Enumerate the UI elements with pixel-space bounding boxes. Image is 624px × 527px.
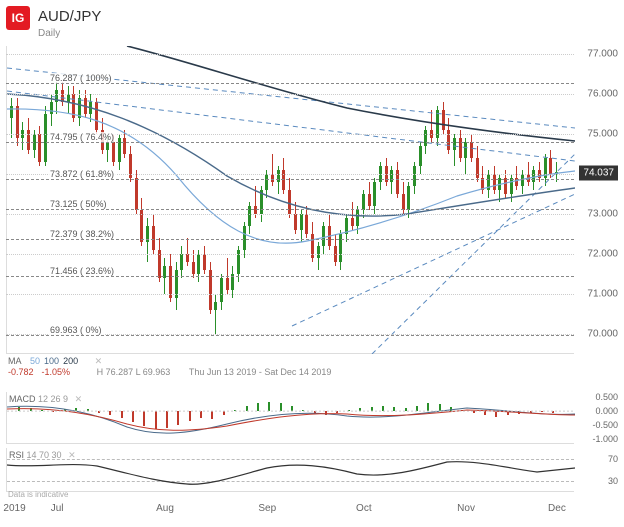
fib-label: 71.456 ( 23.6%) — [48, 266, 116, 276]
macd-y-tick: -0.500 — [592, 420, 618, 430]
macd-hist-bar — [52, 411, 54, 412]
macd-hist-bar — [18, 407, 20, 411]
fib-label: 73.125 ( 50%) — [48, 199, 109, 209]
disclaimer-text: Data is indicative — [8, 490, 68, 499]
macd-hist-bar — [507, 411, 509, 415]
x-tick-label: Nov — [457, 503, 475, 514]
macd-hist-bar — [280, 403, 282, 411]
ma-stat: -0.782 — [8, 367, 34, 377]
rsi-y-tick: 30 — [608, 476, 618, 486]
date-range: Thu Jun 13 2019 - Sat Dec 14 2019 — [189, 367, 332, 377]
macd-hist-bar — [314, 411, 316, 414]
macd-label: MACD 12 26 9 ✕ — [9, 394, 82, 405]
macd-hist-bar — [246, 406, 248, 411]
macd-hist-bar — [143, 411, 145, 426]
y-tick-label: 76.000 — [587, 89, 618, 100]
macd-y-tick: -1.000 — [592, 434, 618, 444]
macd-hist-bar — [109, 411, 111, 415]
macd-hist-bar — [325, 411, 327, 415]
close-icon[interactable]: ✕ — [75, 394, 83, 404]
macd-hist-bar — [30, 408, 32, 411]
macd-hist-bar — [371, 407, 373, 411]
fib-label: 72.379 ( 38.2%) — [48, 229, 116, 239]
ig-logo: IG — [6, 6, 30, 30]
close-icon[interactable]: ✕ — [95, 356, 103, 366]
macd-hist-bar — [166, 411, 168, 427]
time-x-axis: 2019 Jul Aug Sep Oct Nov Dec — [6, 503, 574, 517]
ma-label: MA — [8, 356, 22, 366]
macd-hist-bar — [461, 410, 463, 411]
fib-label: 69.963 ( 0%) — [48, 325, 104, 335]
macd-hist-bar — [439, 404, 441, 411]
x-tick-label: 2019 — [3, 503, 25, 514]
macd-hist-bar — [257, 403, 259, 411]
rsi-panel[interactable]: RSI 14 70 30 ✕ 7030 — [6, 448, 574, 492]
y-tick-label: 70.000 — [587, 329, 618, 340]
y-tick-label: 77.000 — [587, 49, 618, 60]
macd-hist-bar — [121, 411, 123, 418]
macd-hist-bar — [75, 408, 77, 411]
macd-hist-bar — [416, 406, 418, 411]
ma-period: 100 — [44, 356, 59, 366]
fib-label: 76.287 ( 100%) — [48, 73, 114, 83]
x-tick-label: Sep — [258, 503, 276, 514]
macd-hist-bar — [359, 408, 361, 411]
macd-hist-bar — [223, 411, 225, 415]
macd-hist-bar — [64, 409, 66, 411]
macd-y-tick: 0.000 — [595, 406, 618, 416]
macd-hist-bar — [495, 411, 497, 416]
macd-hist-bar — [484, 411, 486, 415]
macd-hist-bar — [450, 407, 452, 411]
macd-hist-bar — [155, 411, 157, 429]
macd-y-tick: 0.500 — [595, 392, 618, 402]
y-tick-label: 72.000 — [587, 249, 618, 260]
y-tick-label: 75.000 — [587, 129, 618, 140]
macd-hist-bar — [98, 411, 100, 412]
y-tick-label: 71.000 — [587, 289, 618, 300]
x-tick-label: Oct — [356, 503, 372, 514]
rsi-y-tick: 70 — [608, 454, 618, 464]
macd-hist-bar — [132, 411, 134, 422]
ma-period: 50 — [30, 356, 40, 366]
y-tick-label: 73.000 — [587, 209, 618, 220]
ma-stat: -1.05% — [42, 367, 71, 377]
macd-hist-bar — [393, 407, 395, 411]
ma-period: 200 — [63, 356, 78, 366]
macd-hist-bar — [427, 403, 429, 411]
hl-text: H 76.287 L 69.963 — [97, 367, 171, 377]
last-price-tag: 74.037 — [579, 165, 618, 180]
macd-hist-bar — [336, 411, 338, 412]
fib-label: 73.872 ( 61.8%) — [48, 169, 116, 179]
macd-hist-bar — [177, 411, 179, 425]
macd-hist-bar — [211, 411, 213, 419]
macd-hist-bar — [41, 410, 43, 411]
macd-hist-bar — [268, 402, 270, 412]
macd-hist-bar — [87, 409, 89, 411]
fib-label: 74.795 ( 76.4%) — [48, 132, 116, 142]
macd-hist-bar — [302, 410, 304, 411]
x-tick-label: Dec — [548, 503, 566, 514]
macd-hist-bar — [473, 411, 475, 412]
macd-hist-bar — [518, 411, 520, 414]
macd-hist-bar — [291, 406, 293, 411]
macd-hist-bar — [405, 408, 407, 411]
x-tick-label: Jul — [51, 503, 64, 514]
macd-hist-bar — [348, 410, 350, 411]
macd-hist-bar — [189, 411, 191, 421]
symbol-title: AUD/JPY — [38, 8, 101, 25]
macd-hist-bar — [530, 411, 532, 412]
macd-hist-bar — [541, 411, 543, 412]
interval-label: Daily — [38, 28, 60, 39]
x-tick-label: Aug — [156, 503, 174, 514]
macd-hist-bar — [552, 411, 554, 412]
macd-hist-bar — [200, 411, 202, 418]
macd-hist-bar — [234, 410, 236, 411]
ma-info-bar: MA 50 100 200 ✕ -0.782 -1.05% H 76.287 L 69… — [8, 356, 337, 377]
macd-hist-bar — [382, 406, 384, 411]
macd-panel[interactable]: MACD 12 26 9 ✕ 0.5000.000-0.500-1.000 — [6, 392, 574, 444]
price-y-axis: 70.00071.00072.00073.00074.00075.00076.0… — [574, 46, 618, 354]
